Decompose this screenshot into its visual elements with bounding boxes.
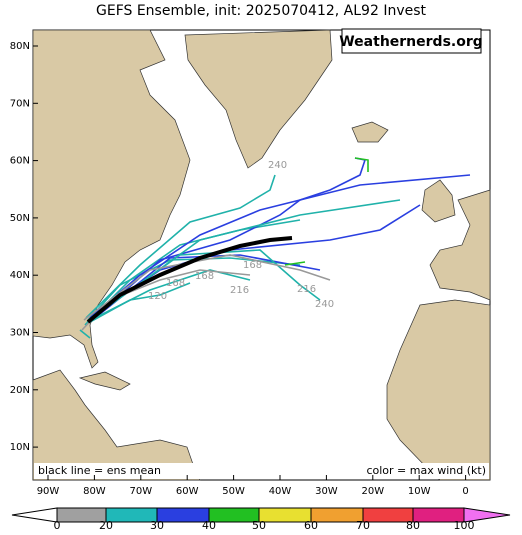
- colorbar-label: 60: [304, 519, 318, 531]
- lon-label: 60W: [176, 486, 199, 497]
- track-labels: 240 168 216 216 240 168 168 120: [148, 160, 334, 310]
- lon-label: 30W: [315, 486, 338, 497]
- lon-label: 90W: [37, 486, 60, 497]
- colorbar-label: 50: [252, 519, 266, 531]
- lon-label: 0: [462, 486, 468, 497]
- hour-label: 216: [230, 285, 249, 296]
- land: [32, 29, 491, 481]
- lon-label: 80W: [83, 486, 106, 497]
- hour-label: 168: [195, 271, 214, 282]
- lon-label: 50W: [222, 486, 245, 497]
- hour-label: 216: [297, 284, 316, 295]
- colorbar-label: 20: [99, 519, 113, 531]
- colorbar-label: 80: [406, 519, 420, 531]
- ensemble-mean: [86, 236, 293, 324]
- ensemble-tracks: [79, 157, 471, 339]
- lat-label: 70N: [10, 98, 30, 109]
- hour-label: 168: [166, 278, 185, 289]
- hour-label: 240: [315, 299, 334, 310]
- colorbar-label: 0: [54, 519, 61, 531]
- notes-bg: [34, 463, 489, 479]
- watermark: Weathernerds.org: [339, 34, 483, 50]
- lon-label: 20W: [361, 486, 384, 497]
- colorbar-label: 100: [454, 519, 475, 531]
- hour-label: 120: [148, 291, 167, 302]
- lat-label: 40N: [10, 270, 30, 281]
- hour-label: 240: [268, 160, 287, 171]
- axes: 80N 70N 60N 50N 40N 30N 20N 10N 90W 80W 70W 60W 50W 4…: [10, 41, 469, 497]
- colorbar: 0 20 30 40 50 60 70 80 100: [11, 507, 511, 532]
- lon-label: 70W: [129, 486, 152, 497]
- title: GEFS Ensemble, init: 2025070412, AL92 In…: [96, 3, 427, 19]
- lat-label: 30N: [10, 328, 30, 339]
- lat-label: 20N: [10, 385, 30, 396]
- colorbar-label: 40: [202, 519, 216, 531]
- lat-label: 60N: [10, 156, 30, 167]
- lat-label: 80N: [10, 41, 30, 52]
- lat-label: 50N: [10, 213, 30, 224]
- colorbar-label: 30: [150, 519, 164, 531]
- colorbar-label: 70: [356, 519, 370, 531]
- watermark-box: [341, 28, 482, 54]
- lon-label: 40W: [269, 486, 292, 497]
- note-right: color = max wind (kt): [366, 464, 486, 477]
- lon-label: 10W: [408, 486, 431, 497]
- lat-label: 10N: [10, 442, 30, 453]
- hour-label: 168: [243, 260, 262, 271]
- note-left: black line = ens mean: [38, 464, 161, 477]
